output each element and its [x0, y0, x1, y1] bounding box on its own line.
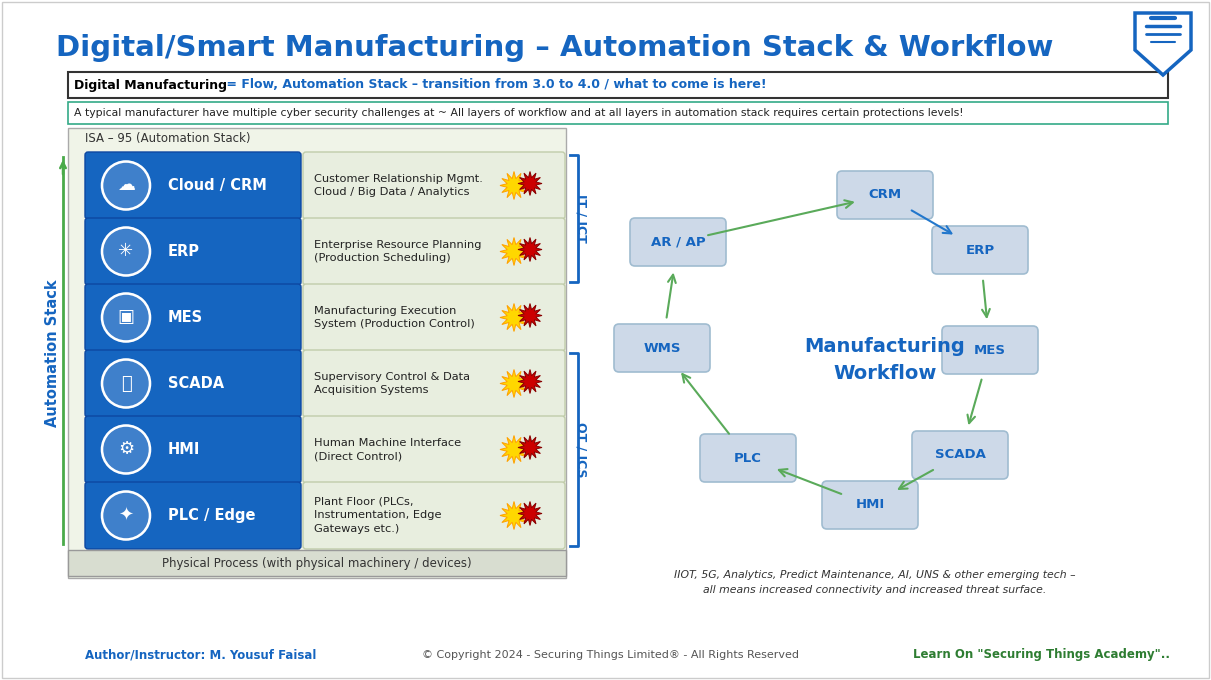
Circle shape	[102, 228, 150, 275]
Polygon shape	[518, 435, 543, 460]
Polygon shape	[518, 171, 543, 196]
FancyBboxPatch shape	[303, 350, 566, 417]
Polygon shape	[518, 369, 543, 394]
FancyBboxPatch shape	[303, 152, 566, 219]
Text: ISA – 95 (Automation Stack): ISA – 95 (Automation Stack)	[85, 132, 251, 145]
Text: A typical manufacturer have multiple cyber security challenges at ~ All layers o: A typical manufacturer have multiple cyb…	[74, 108, 964, 118]
Text: Manufacturing
Workflow: Manufacturing Workflow	[804, 337, 965, 383]
FancyBboxPatch shape	[630, 218, 727, 266]
Polygon shape	[500, 435, 528, 464]
Circle shape	[102, 162, 150, 209]
FancyBboxPatch shape	[85, 416, 302, 483]
Text: HMI: HMI	[168, 442, 200, 457]
Text: Learn On "Securing Things Academy"..: Learn On "Securing Things Academy"..	[913, 648, 1170, 661]
Text: Manufacturing Execution
System (Production Control): Manufacturing Execution System (Producti…	[314, 306, 475, 329]
Circle shape	[102, 492, 150, 539]
FancyBboxPatch shape	[303, 284, 566, 351]
FancyBboxPatch shape	[837, 171, 932, 219]
Text: Supervisory Control & Data
Acquisition Systems: Supervisory Control & Data Acquisition S…	[314, 372, 470, 395]
FancyBboxPatch shape	[942, 326, 1038, 374]
Circle shape	[102, 426, 150, 473]
FancyBboxPatch shape	[303, 416, 566, 483]
Text: IT / ICT: IT / ICT	[574, 194, 587, 243]
Text: WMS: WMS	[643, 341, 681, 354]
Text: SCADA: SCADA	[935, 449, 986, 462]
Text: PLC / Edge: PLC / Edge	[168, 508, 256, 523]
Text: Digital Manufacturing: Digital Manufacturing	[74, 78, 226, 92]
Polygon shape	[500, 303, 528, 332]
Text: Physical Process (with physical machinery / devices): Physical Process (with physical machiner…	[162, 556, 472, 570]
Polygon shape	[500, 171, 528, 199]
Text: Plant Floor (PLCs,
Instrumentation, Edge
Gateways etc.): Plant Floor (PLCs, Instrumentation, Edge…	[314, 497, 442, 534]
FancyBboxPatch shape	[912, 431, 1008, 479]
Polygon shape	[1135, 13, 1190, 75]
FancyBboxPatch shape	[85, 218, 302, 285]
Polygon shape	[500, 502, 528, 530]
Text: ERP: ERP	[965, 243, 994, 256]
Text: ✦: ✦	[119, 507, 133, 524]
Text: Author/Instructor: M. Yousuf Faisal: Author/Instructor: M. Yousuf Faisal	[85, 648, 316, 661]
Text: Customer Relationship Mgmt.
Cloud / Big Data / Analytics: Customer Relationship Mgmt. Cloud / Big …	[314, 173, 483, 197]
FancyBboxPatch shape	[822, 481, 918, 529]
Text: = Flow, Automation Stack – transition from 3.0 to 4.0 / what to come is here!: = Flow, Automation Stack – transition fr…	[222, 78, 767, 92]
Polygon shape	[518, 303, 543, 328]
Text: ERP: ERP	[168, 244, 200, 259]
Text: CRM: CRM	[868, 188, 901, 201]
Text: MES: MES	[974, 343, 1006, 356]
Polygon shape	[518, 502, 543, 526]
FancyBboxPatch shape	[85, 152, 302, 219]
FancyBboxPatch shape	[85, 350, 302, 417]
Polygon shape	[500, 237, 528, 265]
Text: Automation Stack: Automation Stack	[46, 279, 61, 427]
Text: HMI: HMI	[855, 498, 884, 511]
FancyBboxPatch shape	[303, 482, 566, 549]
Text: Cloud / CRM: Cloud / CRM	[168, 178, 266, 193]
Polygon shape	[500, 369, 528, 398]
FancyBboxPatch shape	[68, 72, 1167, 98]
Text: OT / ICS: OT / ICS	[574, 422, 587, 477]
FancyBboxPatch shape	[68, 128, 566, 578]
FancyBboxPatch shape	[68, 102, 1167, 124]
Text: Human Machine Interface
(Direct Control): Human Machine Interface (Direct Control)	[314, 438, 461, 461]
Polygon shape	[518, 237, 543, 262]
Text: AR / AP: AR / AP	[650, 235, 705, 248]
Text: Enterprise Resource Planning
(Production Scheduling): Enterprise Resource Planning (Production…	[314, 240, 482, 263]
Circle shape	[102, 360, 150, 407]
Text: ✳: ✳	[119, 243, 133, 260]
Text: ⛨: ⛨	[121, 375, 131, 392]
Text: ☁: ☁	[117, 177, 134, 194]
Text: MES: MES	[168, 310, 203, 325]
Text: PLC: PLC	[734, 452, 762, 464]
Text: IIOT, 5G, Analytics, Predict Maintenance, AI, UNS & other emerging tech –
all me: IIOT, 5G, Analytics, Predict Maintenance…	[675, 570, 1075, 595]
Text: ⚙: ⚙	[117, 441, 134, 458]
Text: ▣: ▣	[117, 309, 134, 326]
FancyBboxPatch shape	[85, 482, 302, 549]
FancyBboxPatch shape	[85, 284, 302, 351]
Text: © Copyright 2024 - Securing Things Limited® - All Rights Reserved: © Copyright 2024 - Securing Things Limit…	[421, 650, 798, 660]
FancyBboxPatch shape	[932, 226, 1028, 274]
FancyBboxPatch shape	[303, 218, 566, 285]
Text: SCADA: SCADA	[168, 376, 224, 391]
FancyBboxPatch shape	[700, 434, 796, 482]
FancyBboxPatch shape	[614, 324, 710, 372]
Circle shape	[102, 294, 150, 341]
FancyBboxPatch shape	[68, 550, 566, 576]
Text: Digital/Smart Manufacturing – Automation Stack & Workflow: Digital/Smart Manufacturing – Automation…	[57, 34, 1054, 62]
